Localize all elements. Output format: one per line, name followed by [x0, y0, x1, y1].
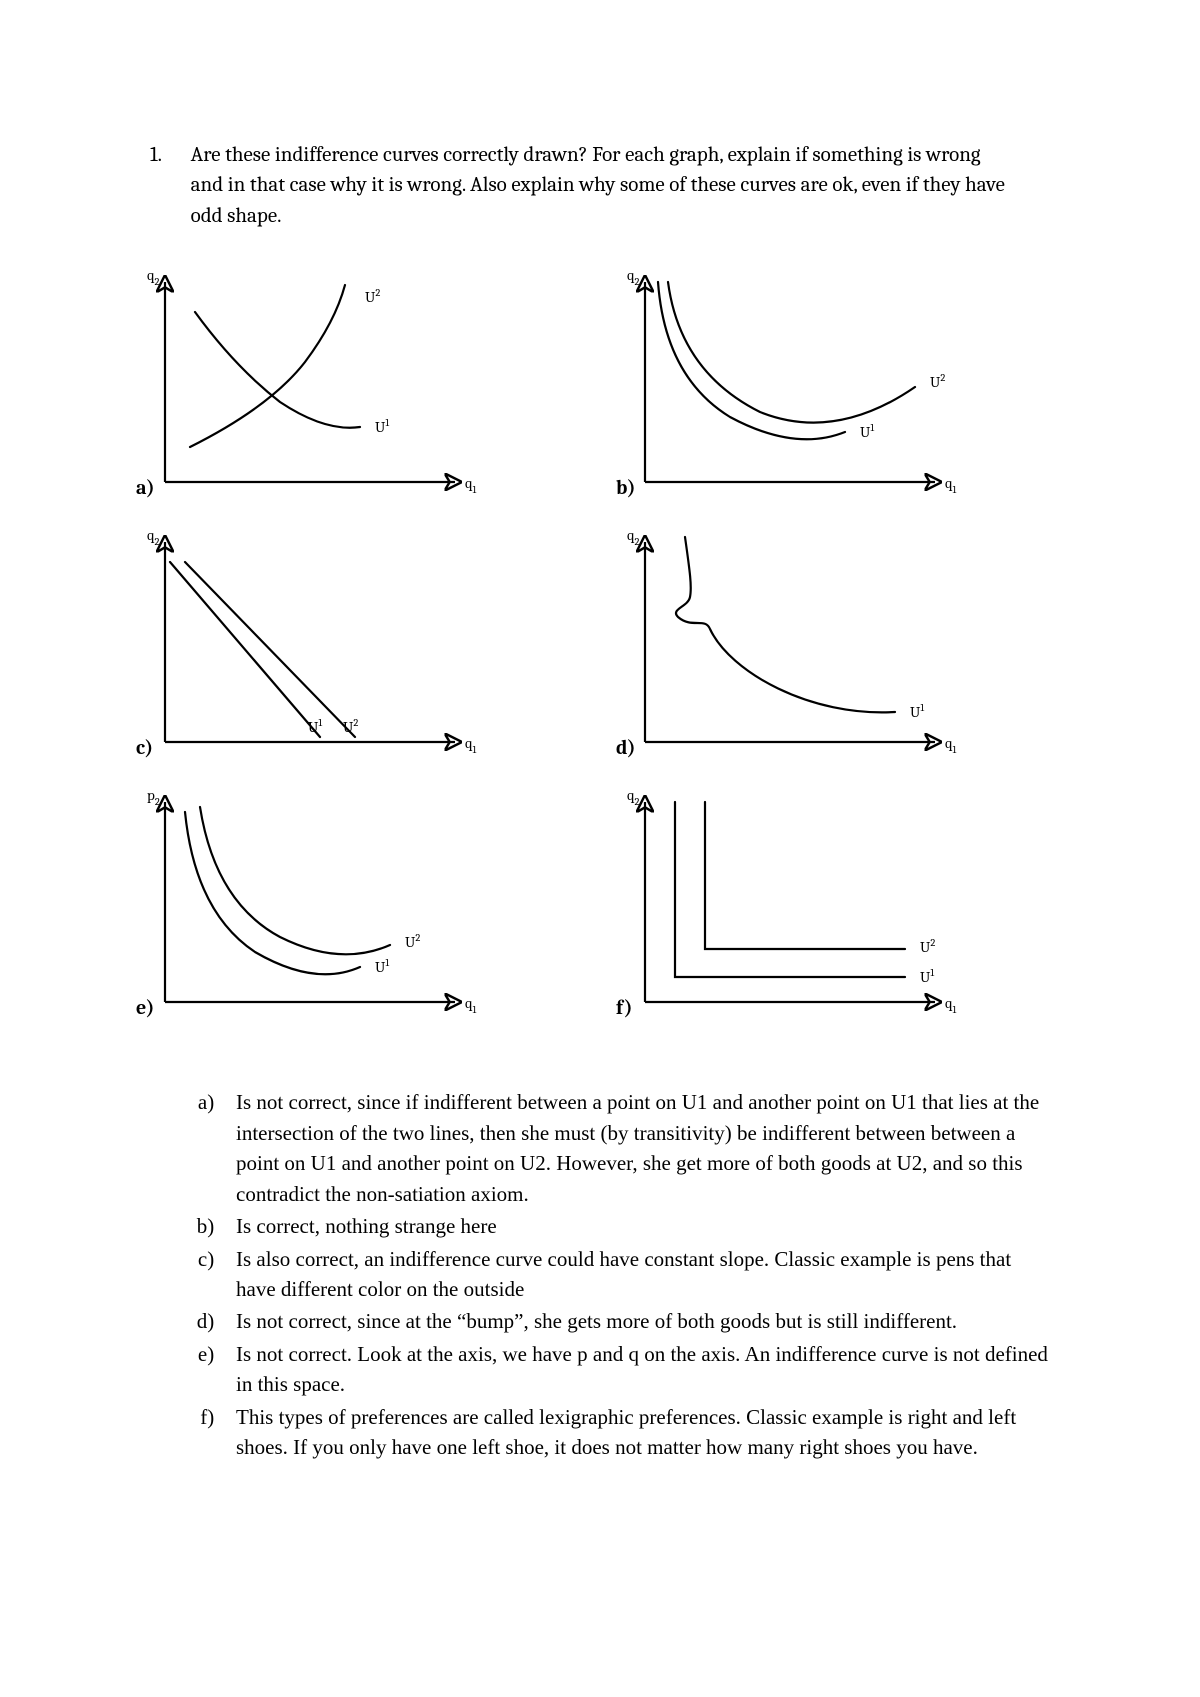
svg-text:U2: U2: [930, 372, 945, 391]
svg-text:q1: q1: [465, 734, 477, 756]
chart-f: q2 q1 f) U2 U1: [610, 777, 1050, 1037]
answer-e: Is not correct. Look at the axis, we hav…: [230, 1339, 1050, 1400]
answer-e-text: Is not correct. Look at the axis, we hav…: [236, 1342, 1048, 1396]
svg-text:q1: q1: [465, 994, 477, 1016]
svg-text:U1: U1: [375, 417, 389, 436]
chart-a: q2 q1 a) U2 U1: [130, 257, 570, 517]
page-root: 1. Are these indifference curves correct…: [0, 0, 1200, 1697]
answer-c: Is also correct, an indifference curve c…: [230, 1244, 1050, 1305]
svg-text:a): a): [136, 476, 155, 499]
svg-text:q2: q2: [627, 526, 640, 548]
svg-text:U1: U1: [860, 422, 874, 441]
answer-f-text: This types of preferences are called lex…: [236, 1405, 1016, 1459]
answer-b: Is correct, nothing strange here: [230, 1211, 1050, 1241]
answers-list: Is not correct, since if indifferent bet…: [190, 1087, 1050, 1462]
chart-e: p2 q1 e) U2 U1: [130, 777, 570, 1037]
answer-b-text: Is correct, nothing strange here: [236, 1214, 497, 1238]
svg-text:U1: U1: [308, 717, 322, 736]
svg-text:f): f): [616, 996, 633, 1019]
svg-text:q2: q2: [147, 526, 160, 548]
chart-b: q2 q1 b) U2 U1: [610, 257, 1050, 517]
chart-d: q2 q1 d) U1: [610, 517, 1050, 777]
svg-text:q1: q1: [945, 474, 957, 496]
answer-d-text: Is not correct, since at the “bump”, she…: [236, 1309, 957, 1333]
svg-text:q2: q2: [627, 266, 640, 288]
svg-text:U2: U2: [365, 287, 380, 306]
answer-d: Is not correct, since at the “bump”, she…: [230, 1306, 1050, 1336]
svg-text:U2: U2: [343, 717, 358, 736]
answer-f: This types of preferences are called lex…: [230, 1402, 1050, 1463]
answer-a: Is not correct, since if indifferent bet…: [230, 1087, 1050, 1209]
answer-c-text: Is also correct, an indifference curve c…: [236, 1247, 1011, 1301]
svg-text:q2: q2: [147, 266, 160, 288]
svg-text:d): d): [616, 736, 636, 759]
svg-text:p2: p2: [147, 786, 160, 808]
answer-a-text: Is not correct, since if indifferent bet…: [236, 1090, 1039, 1205]
question-number: 1.: [150, 140, 186, 170]
svg-text:e): e): [136, 996, 154, 1019]
svg-text:U1: U1: [910, 702, 924, 721]
question-text: Are these indifference curves correctly …: [191, 140, 1011, 231]
svg-text:q1: q1: [465, 474, 477, 496]
chart-c: q2 q1 c) U1 U2: [130, 517, 570, 777]
svg-text:c): c): [136, 736, 153, 759]
svg-text:U2: U2: [920, 937, 935, 956]
svg-text:q1: q1: [945, 994, 957, 1016]
svg-text:q1: q1: [945, 734, 957, 756]
svg-text:U1: U1: [375, 957, 389, 976]
svg-text:b): b): [616, 476, 636, 499]
svg-text:q2: q2: [627, 786, 640, 808]
question-block: 1. Are these indifference curves correct…: [150, 140, 1050, 231]
svg-text:U2: U2: [405, 932, 420, 951]
svg-text:U1: U1: [920, 967, 934, 986]
charts-grid: q2 q1 a) U2 U1 q2 q1 b) U2 U1 q2 q1 c) U1 U2 q2 q1 d) U…: [130, 257, 1050, 1037]
